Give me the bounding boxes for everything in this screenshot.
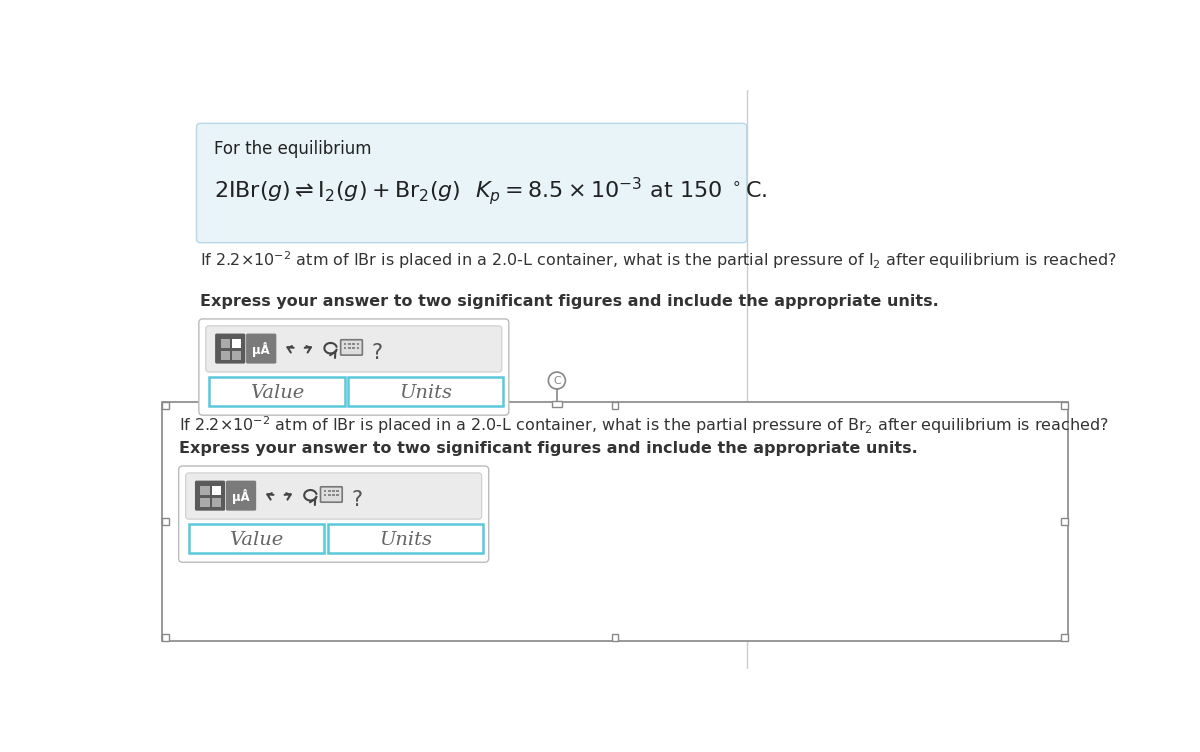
Bar	[221, 350, 230, 359]
Bar	[162, 402, 168, 409]
Text: μÅ: μÅ	[252, 342, 270, 357]
Bar	[353, 347, 355, 349]
FancyBboxPatch shape	[186, 473, 481, 519]
Bar	[232, 350, 241, 359]
Bar	[336, 494, 340, 496]
FancyBboxPatch shape	[209, 377, 344, 406]
Bar	[1062, 518, 1068, 525]
FancyBboxPatch shape	[179, 466, 488, 562]
Text: Express your answer to two significant figures and include the appropriate units: Express your answer to two significant f…	[180, 441, 918, 456]
FancyBboxPatch shape	[188, 523, 324, 553]
FancyBboxPatch shape	[341, 340, 362, 355]
Bar	[348, 347, 350, 349]
Bar	[332, 490, 335, 492]
Text: If 2.2$\times$10$^{-2}$ atm of IBr is placed in a 2.0-L container, what is the p: If 2.2$\times$10$^{-2}$ atm of IBr is pl…	[180, 414, 1109, 436]
Text: Units: Units	[379, 531, 432, 549]
FancyBboxPatch shape	[215, 334, 245, 363]
Bar	[348, 343, 350, 345]
Bar	[162, 634, 168, 641]
FancyBboxPatch shape	[206, 326, 502, 372]
Bar	[1062, 634, 1068, 641]
Bar	[232, 339, 241, 348]
Bar	[356, 347, 359, 349]
FancyBboxPatch shape	[162, 402, 1068, 641]
Text: ?: ?	[352, 490, 362, 510]
Text: Units: Units	[400, 384, 452, 402]
Bar	[328, 494, 330, 496]
Bar	[324, 490, 326, 492]
Text: $2\mathrm{IBr}(g)\rightleftharpoons \mathrm{I_2}(g)+\mathrm{Br_2}(g)\ \ K_p = 8.: $2\mathrm{IBr}(g)\rightleftharpoons \mat…	[215, 175, 768, 208]
Bar	[343, 343, 347, 345]
Bar	[200, 486, 210, 496]
Bar	[212, 486, 221, 496]
Bar	[324, 494, 326, 496]
Bar	[336, 490, 340, 492]
Bar	[212, 498, 221, 507]
Bar	[343, 347, 347, 349]
FancyBboxPatch shape	[320, 487, 342, 502]
Bar	[162, 518, 168, 525]
Text: If 2.2$\times$10$^{-2}$ atm of IBr is placed in a 2.0-L container, what is the p: If 2.2$\times$10$^{-2}$ atm of IBr is pl…	[200, 249, 1117, 271]
Text: ?: ?	[372, 343, 383, 362]
Text: Value: Value	[229, 531, 283, 549]
Text: Value: Value	[250, 384, 304, 402]
Bar	[356, 343, 359, 345]
FancyBboxPatch shape	[197, 123, 746, 243]
Text: C: C	[553, 376, 560, 387]
Bar	[552, 401, 562, 407]
FancyBboxPatch shape	[199, 319, 509, 415]
Bar	[612, 402, 618, 409]
Bar	[353, 343, 355, 345]
FancyBboxPatch shape	[226, 481, 256, 511]
Text: μÅ: μÅ	[232, 490, 250, 505]
Text: Express your answer to two significant figures and include the appropriate units: Express your answer to two significant f…	[200, 294, 940, 309]
FancyBboxPatch shape	[194, 481, 226, 511]
Bar	[1062, 402, 1068, 409]
Bar	[200, 498, 210, 507]
FancyBboxPatch shape	[246, 334, 276, 363]
FancyBboxPatch shape	[329, 523, 484, 553]
Bar	[612, 634, 618, 641]
Bar	[332, 494, 335, 496]
Bar	[328, 490, 330, 492]
FancyBboxPatch shape	[348, 377, 504, 406]
Text: For the equilibrium: For the equilibrium	[215, 140, 372, 158]
Bar	[221, 339, 230, 348]
